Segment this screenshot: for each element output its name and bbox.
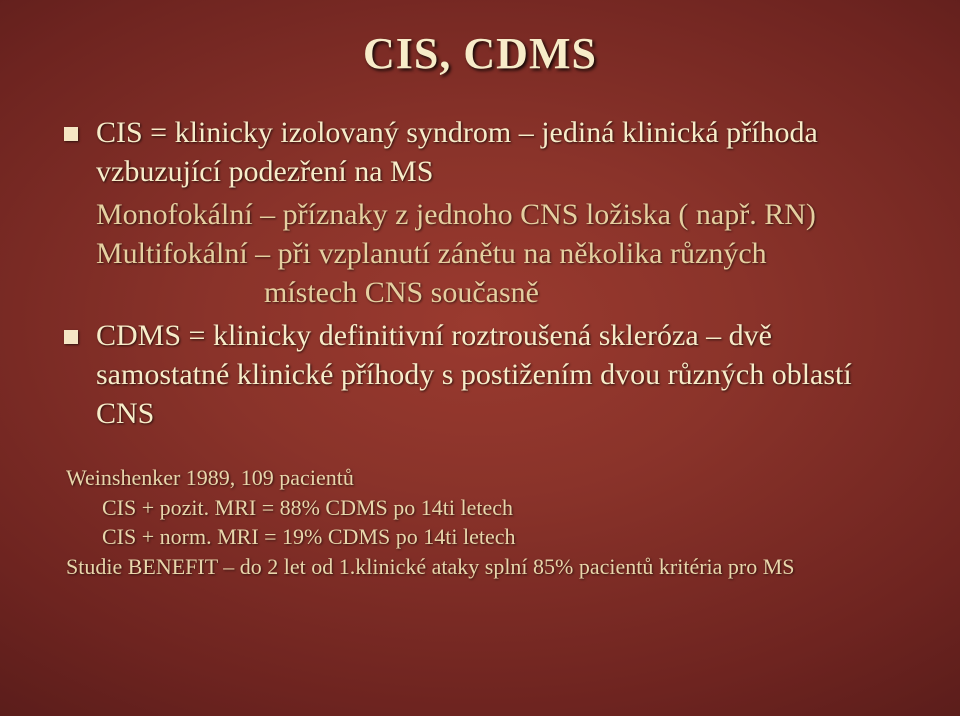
bullet-item: CDMS = klinicky definitivní roztroušená … xyxy=(64,316,912,433)
bullet-text: CDMS = klinicky definitivní roztroušená … xyxy=(96,316,912,433)
square-bullet-icon xyxy=(64,127,78,141)
reference-line: CIS + pozit. MRI = 88% CDMS po 14ti lete… xyxy=(102,493,912,523)
slide: CIS, CDMS CIS = klinicky izolovaný syndr… xyxy=(0,0,960,716)
sub-bullet-text: Multifokální – při vzplanutí zánětu na n… xyxy=(96,234,912,273)
reference-line: Weinshenker 1989, 109 pacientů xyxy=(66,463,912,493)
references-block: Weinshenker 1989, 109 pacientů CIS + poz… xyxy=(64,463,912,582)
reference-line: Studie BENEFIT – do 2 let od 1.klinické … xyxy=(66,552,912,582)
sub-bullet-text: Monofokální – příznaky z jednoho CNS lož… xyxy=(96,195,912,234)
bullet-item: CIS = klinicky izolovaný syndrom – jedin… xyxy=(64,113,912,191)
slide-title: CIS, CDMS xyxy=(48,28,912,79)
reference-line: CIS + norm. MRI = 19% CDMS po 14ti letec… xyxy=(102,522,912,552)
slide-content: CIS = klinicky izolovaný syndrom – jedin… xyxy=(48,113,912,582)
bullet-text: CIS = klinicky izolovaný syndrom – jedin… xyxy=(96,113,912,191)
sub-bullet-text-indent: místech CNS současně xyxy=(264,273,912,312)
square-bullet-icon xyxy=(64,330,78,344)
